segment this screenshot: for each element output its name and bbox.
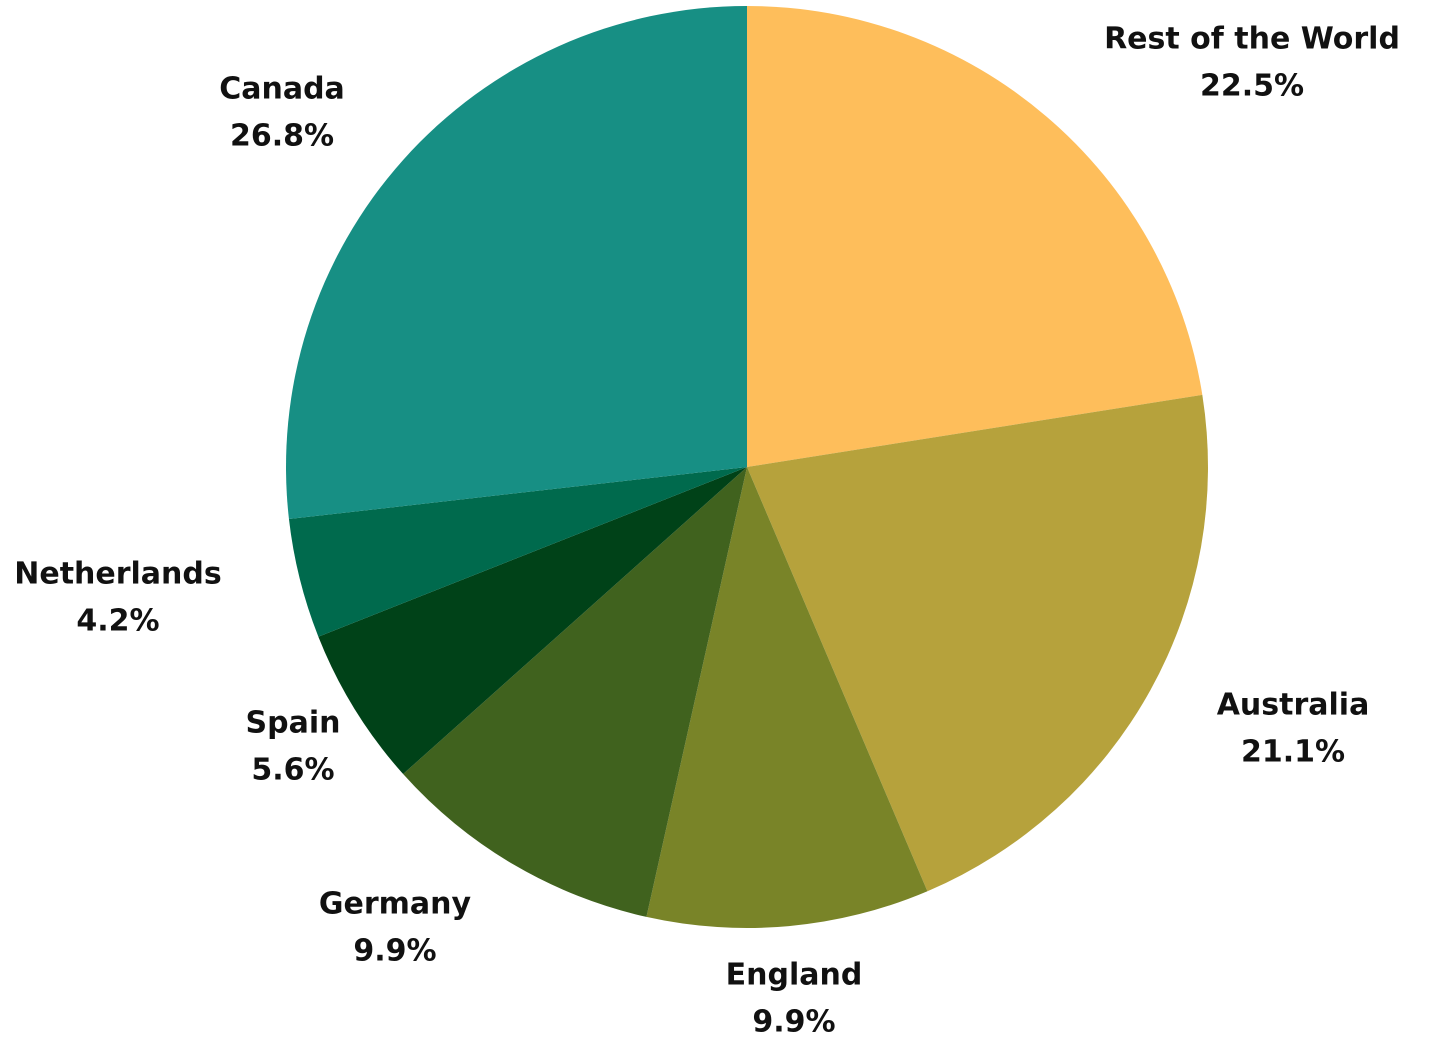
pie-slice-canada (286, 6, 747, 520)
slice-value-rest-of-the-world: 22.5% (1200, 69, 1304, 104)
slice-label-rest-of-the-world: Rest of the World (1104, 22, 1400, 57)
pie-slice-germany (403, 467, 747, 917)
pie-slice-rest-of-the-world (747, 6, 1203, 467)
slice-label-germany: Germany (319, 887, 472, 922)
pie-slice-spain (318, 467, 747, 775)
slice-value-germany: 9.9% (353, 934, 436, 969)
slice-value-australia: 21.1% (1241, 735, 1345, 770)
pie-slice-england (646, 467, 928, 929)
slice-label-canada: Canada (219, 72, 345, 107)
slice-label-australia: Australia (1217, 688, 1370, 723)
slice-value-netherlands: 4.2% (76, 604, 159, 639)
slice-label-england: England (726, 958, 863, 993)
slice-label-spain: Spain (246, 706, 341, 741)
slice-value-canada: 26.8% (230, 119, 334, 154)
pie-slices (286, 6, 1208, 929)
pie-labels: Rest of the World 22.5% Australia 21.1% Engl… (14, 22, 1400, 1039)
slice-label-netherlands: Netherlands (14, 557, 222, 592)
pie-slice-netherlands (288, 467, 747, 637)
pie-slice-australia (747, 394, 1208, 892)
slice-value-england: 9.9% (752, 1005, 835, 1039)
slice-value-spain: 5.6% (251, 753, 334, 788)
